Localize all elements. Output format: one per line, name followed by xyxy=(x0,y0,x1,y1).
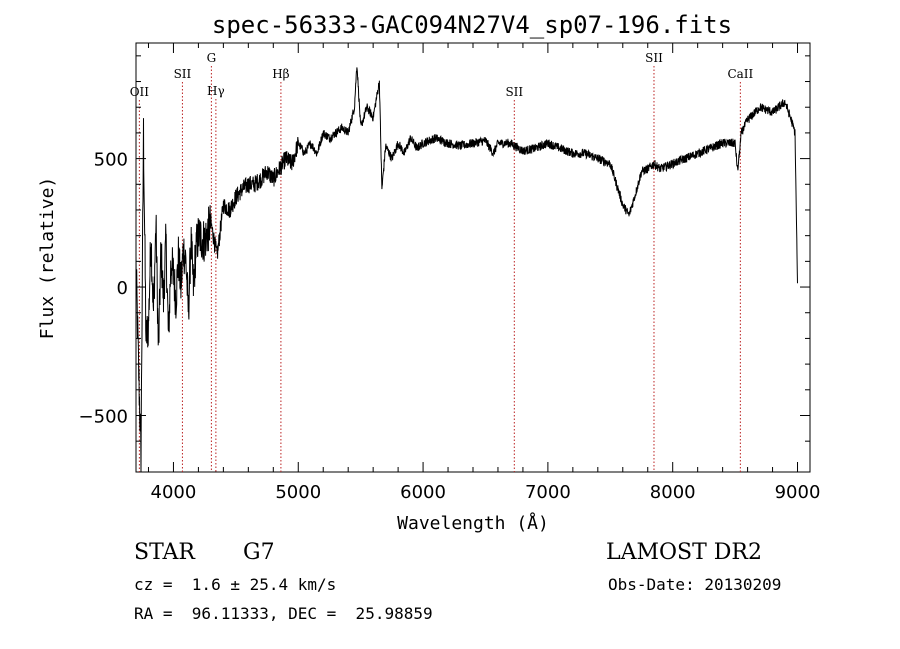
redshift-text: cz = 1.6 ± 25.4 km/s xyxy=(134,575,337,594)
y-axis-label: Flux (relative) xyxy=(37,177,58,340)
x-tick-label: 6000 xyxy=(400,482,446,503)
annotation-label: Hβ xyxy=(272,67,289,81)
x-tick-label: 4000 xyxy=(151,482,197,503)
chart-title: spec-56333-GAC094N27V4_sp07-196.fits xyxy=(212,11,732,39)
x-tick-label: 7000 xyxy=(525,482,571,503)
x-tick-label: 5000 xyxy=(275,482,321,503)
x-tick-labels: 4000 5000 6000 7000 8000 9000 xyxy=(151,482,821,503)
x-axis-label: Wavelength (Å) xyxy=(397,512,549,534)
survey-label: LAMOST DR2 xyxy=(606,540,762,565)
series-line-flux xyxy=(135,67,798,473)
annotation-label: CaII xyxy=(727,67,753,81)
coordinates-text: RA = 96.11333, DEC = 25.98859 xyxy=(134,604,433,623)
object-class: STAR xyxy=(134,540,195,565)
annotation-labels: OII SII G Hγ Hβ SII SII CaII xyxy=(130,51,754,99)
annotation-lines xyxy=(138,66,741,472)
annotation-label: Hγ xyxy=(207,84,225,98)
plot-frame xyxy=(135,42,811,473)
axis-ticks xyxy=(136,43,810,472)
y-tick-label: 500 xyxy=(94,150,128,171)
annotation-label: SII xyxy=(645,51,663,65)
x-tick-label: 9000 xyxy=(775,482,821,503)
annotation-label: G xyxy=(207,51,217,65)
y-tick-label: −500 xyxy=(79,406,128,427)
y-tick-label: 0 xyxy=(117,278,128,299)
object-subclass: G7 xyxy=(243,540,275,565)
obs-date-text: Obs-Date: 20130209 xyxy=(608,575,782,594)
annotation-label: SII xyxy=(505,85,523,99)
annotation-label: OII xyxy=(130,85,150,99)
annotation-label: SII xyxy=(174,67,192,81)
y-tick-labels: −500 0 500 xyxy=(79,150,128,428)
x-tick-label: 8000 xyxy=(650,482,696,503)
